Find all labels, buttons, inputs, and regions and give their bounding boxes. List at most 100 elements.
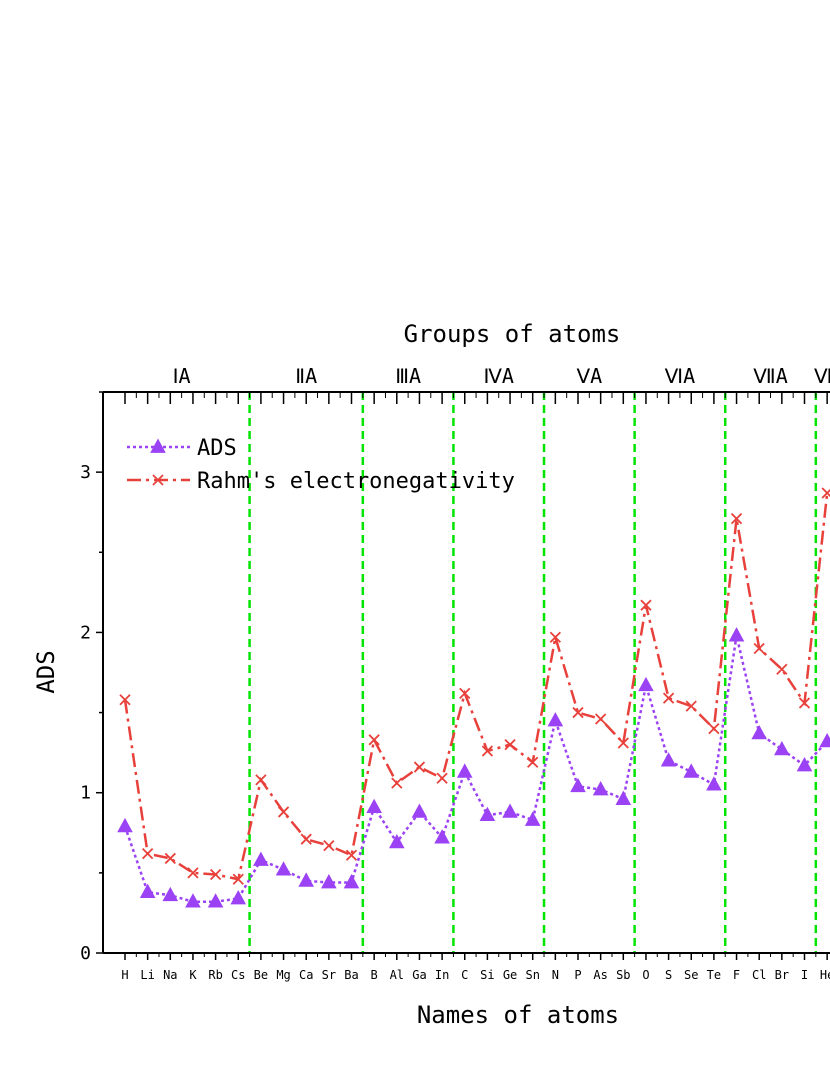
point-1-ga [413,761,426,773]
marker-stroke [391,777,403,789]
legend-marker-ads [150,438,166,453]
group-label-6: ⅦA [753,364,787,388]
marker-stroke [164,852,176,865]
axes-layer [96,391,830,960]
point-1-cl [753,642,765,655]
x-tick-label-h: H [121,968,128,982]
x-tick-label-sb: Sb [616,968,630,982]
point-1-he [821,487,830,499]
x-tick-label-al: Al [390,968,404,982]
point-1-te [708,722,720,735]
marker-stroke [459,687,471,699]
x-tick-label-in: In [435,968,449,982]
legend-marker-shape [152,474,164,486]
x-tick-label-rb: Rb [208,968,222,982]
point-1-i [798,697,811,709]
point-0-f [728,627,745,642]
group-label-5: ⅥA [665,364,696,388]
marker-stroke [595,713,607,725]
group-label-0: ⅠA [173,364,191,388]
series-line-1 [123,492,829,881]
x-tick-label-as: As [593,968,607,982]
legend-marker-shape [150,438,166,453]
point-0-c [456,763,473,778]
marker-stroke [368,734,380,746]
group-label-1: ⅡA [295,364,317,388]
marker-stroke [119,694,131,706]
x-tick-label-cl: Cl [752,968,766,982]
marker-stroke [232,873,244,885]
point-1-rb [209,868,222,881]
x-tick-label-i: I [801,968,808,982]
point-0-sn [524,811,541,826]
point-0-mg [275,861,292,876]
point-0-al [389,833,405,849]
legend-marker-rahm [152,474,164,486]
marker-stroke [708,722,720,735]
y-tick-label: 1 [80,783,91,804]
series-0 [117,627,830,908]
point-1-in [436,772,448,784]
marker-stroke [640,599,652,611]
marker-stroke [504,738,516,751]
x-tick-label-li: Li [140,968,154,982]
point-1-f [730,512,743,525]
point-1-h [119,694,131,706]
marker-stroke [617,737,629,749]
point-1-o [640,599,652,611]
marker-stroke [753,642,765,655]
marker-stroke [481,745,494,757]
x-tick-label-n: N [552,968,559,982]
x-tick-label-s: S [665,968,672,982]
marker-stroke [527,756,539,768]
marker-stroke [730,512,743,525]
point-1-ba [345,849,358,861]
point-0-n [547,712,564,727]
point-1-si [481,745,494,757]
x-tick-label-p: P [574,968,581,982]
point-1-as [595,713,607,725]
point-0-he [819,732,830,748]
point-0-sb [615,790,632,805]
point-0-ge [502,803,518,818]
marker-stroke [436,772,448,784]
marker-stroke [187,867,199,879]
legend: ADS Rahm's electronegativity [127,436,515,494]
legend-label-ads: ADS [197,436,237,461]
x-tick-label-b: B [371,968,378,982]
x-tick-label-se: Se [684,968,698,982]
x-tick-label-f: F [733,968,740,982]
point-1-ca [300,833,312,845]
point-0-i [796,757,813,772]
x-tick-label-mg: Mg [276,968,290,982]
marker-stroke [662,692,675,704]
group-label-2: ⅢA [395,364,421,388]
series-1 [119,487,830,885]
point-1-se [685,700,697,712]
x-tick-label-ca: Ca [299,968,313,982]
point-1-cs [232,873,244,885]
point-0-h [117,817,133,833]
x-tick-label-si: Si [480,968,494,982]
x-tick-label-c: C [461,968,468,982]
point-0-sr [321,874,337,889]
point-0-be [253,851,269,866]
point-1-na [164,852,176,865]
marker-stroke [345,849,358,861]
point-0-p [570,777,586,793]
point-1-c [459,687,471,699]
point-1-sn [527,756,539,768]
point-1-n [549,631,561,643]
x-tick-label-sr: Sr [322,968,336,982]
point-0-ba [343,874,360,889]
point-1-li [142,847,154,860]
y-tick-label: 0 [80,943,91,964]
point-0-cl [751,724,767,740]
point-0-s [660,752,677,767]
point-1-al [391,777,403,789]
x-tick-label-br: Br [775,968,789,982]
x-tick-label-k: K [189,968,197,982]
chart-title: Groups of atoms [404,320,621,348]
y-axis-label: ADS [32,650,60,693]
